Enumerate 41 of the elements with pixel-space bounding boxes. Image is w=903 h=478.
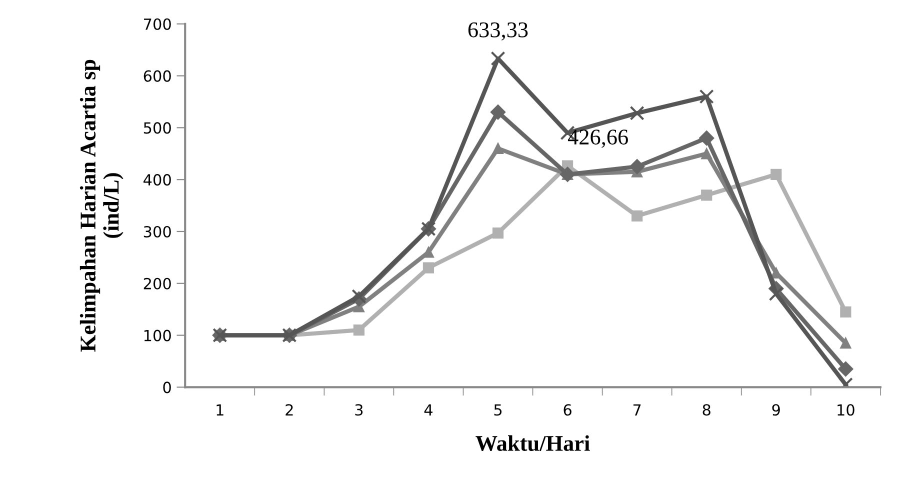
- point: [492, 227, 504, 239]
- y-tick-label: 400: [144, 174, 171, 186]
- x-tick-label: 1: [216, 404, 224, 416]
- point: [701, 148, 712, 160]
- annotation: 426,66: [568, 130, 628, 148]
- point: [770, 168, 782, 180]
- point: [768, 286, 784, 302]
- x-tick-label: 3: [355, 404, 363, 416]
- point: [422, 262, 434, 274]
- x-tick-label: 7: [633, 404, 641, 416]
- point: [699, 89, 714, 104]
- y-tick-label: 100: [144, 330, 171, 342]
- point: [840, 306, 852, 318]
- point: [352, 289, 366, 304]
- point: [838, 361, 854, 377]
- x-tick-label: 4: [424, 404, 432, 416]
- point: [840, 338, 852, 349]
- point: [632, 210, 643, 222]
- point: [699, 130, 714, 146]
- y-tick-label: 600: [144, 70, 171, 82]
- x-tick-label: 6: [564, 404, 572, 416]
- x-tick-label: 10: [838, 404, 854, 416]
- point: [492, 142, 504, 154]
- point: [701, 190, 712, 201]
- y-tick-label: 500: [144, 122, 171, 134]
- y-tick-label: 300: [144, 226, 171, 238]
- point: [490, 104, 506, 120]
- x-axis-title: Waktu/Hari: [476, 435, 590, 452]
- y-tick-label: 200: [144, 278, 171, 290]
- point: [353, 324, 364, 336]
- x-tick-label: 9: [772, 404, 780, 416]
- x-tick-label: 2: [286, 404, 293, 416]
- x-tick-label: 8: [702, 404, 710, 416]
- annotation: 633,33: [468, 22, 528, 41]
- y-tick-label: 700: [144, 18, 171, 30]
- y-tick-label: 0: [163, 382, 171, 394]
- point: [490, 51, 506, 66]
- x-tick-label: 5: [494, 404, 502, 416]
- point: [630, 106, 644, 120]
- y-axis-title: Kelimpahan Harian Acartia sp (ind/L): [80, 60, 124, 352]
- point: [629, 159, 645, 174]
